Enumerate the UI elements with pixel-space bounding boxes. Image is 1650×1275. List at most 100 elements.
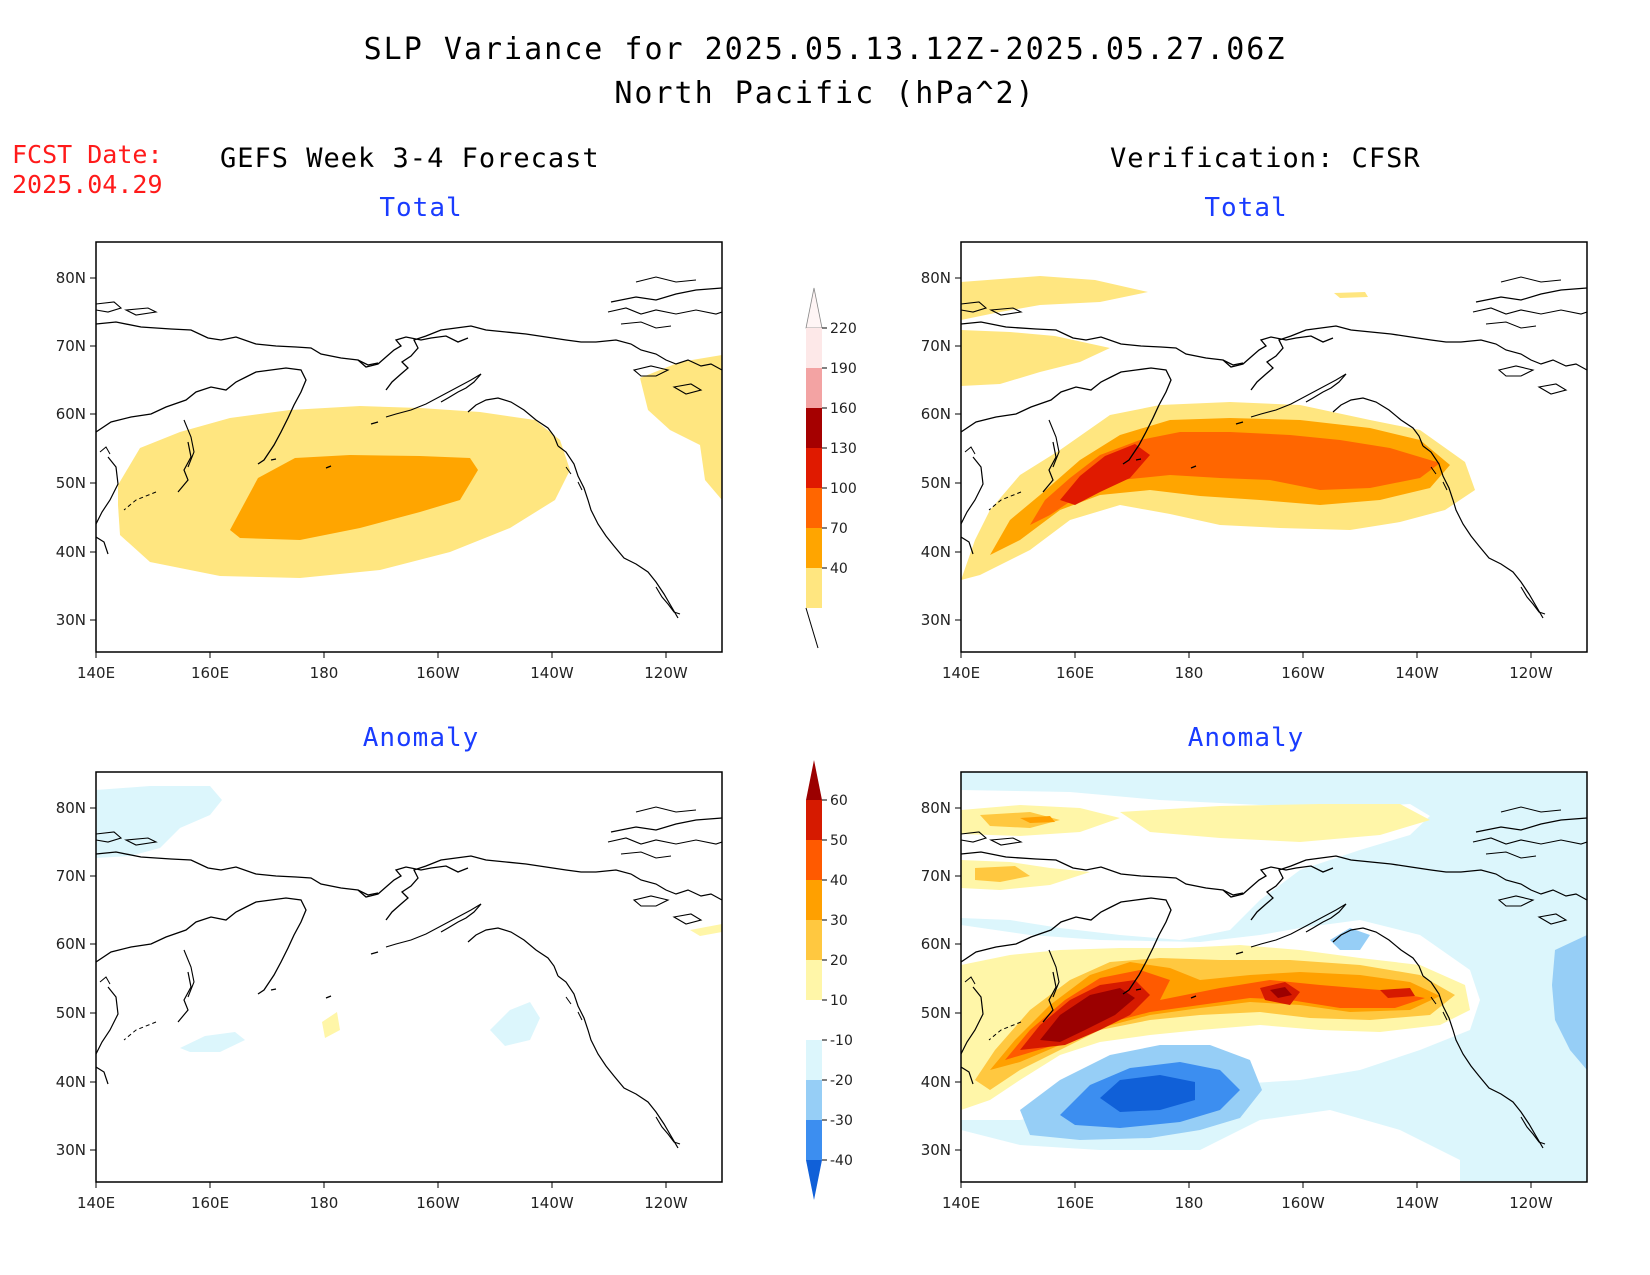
- colorbar-anomaly-swatch: [806, 920, 822, 960]
- verification-total-frame: [960, 241, 1588, 653]
- verification-anomaly-frame: [960, 771, 1588, 1183]
- lon-tick-label: 160E: [1056, 1194, 1094, 1212]
- colorbar-anomaly-label: -10: [830, 1033, 853, 1049]
- lat-tick-label: 60N: [921, 935, 951, 953]
- contour-40-70-arctic-2: [961, 330, 1110, 386]
- colorbar-anomaly-label: -20: [830, 1073, 853, 1089]
- lon-tick-label: 140E: [77, 664, 115, 682]
- lat-tick-label: 50N: [921, 1004, 951, 1022]
- contour-neg10-neg20-west: [180, 1032, 245, 1052]
- colorbar-total-swatch: [806, 408, 822, 448]
- lat-tick-label: 50N: [56, 1004, 86, 1022]
- fcst-date-value: 2025.04.29: [12, 170, 163, 199]
- lat-tick-label: 50N: [56, 474, 86, 492]
- lon-tick-label: 140E: [77, 1194, 115, 1212]
- contour-40-70-arctic: [961, 276, 1148, 320]
- lat-tick-label: 40N: [921, 1073, 951, 1091]
- forecast-column-title: GEFS Week 3-4 Forecast: [220, 143, 600, 174]
- contour-10-20-canada: [690, 924, 722, 936]
- colorbar-anomaly-bottom-cap: [806, 1160, 822, 1200]
- forecast-anomaly-map: [96, 786, 722, 1149]
- contour-neg40-core: [1100, 1075, 1195, 1112]
- contour-neg10-neg20-arctic: [96, 786, 222, 858]
- forecast-total-map: [96, 276, 722, 619]
- title-line-2: North Pacific (hPa^2): [614, 76, 1036, 111]
- colorbar-total-swatch: [806, 448, 822, 488]
- colorbar-total-label: 160: [830, 401, 857, 417]
- colorbar-total-label: 130: [830, 441, 857, 457]
- forecast-anomaly-frame: [95, 771, 723, 1183]
- lon-tick-label: 140W: [530, 664, 574, 682]
- colorbar-total-top-cap: [805, 287, 823, 329]
- colorbar-anomaly-swatch: [806, 1120, 822, 1160]
- colorbar-anomaly-swatch: [806, 960, 822, 1000]
- lon-tick-label: 180: [1175, 664, 1204, 682]
- contour-40-70-canada: [640, 355, 722, 500]
- lat-tick-label: 40N: [56, 1073, 86, 1091]
- verification-total-map: [961, 276, 1587, 619]
- contour-40-70-small: [1334, 292, 1368, 298]
- colorbar-anomaly-label: 30: [830, 913, 848, 929]
- lon-tick-label: 120W: [644, 1194, 688, 1212]
- lon-tick-label: 180: [1175, 1194, 1204, 1212]
- colorbar-anomaly-swatch: [806, 840, 822, 880]
- lon-tick-label: 160W: [416, 1194, 460, 1212]
- lon-tick-label: 160E: [191, 1194, 229, 1212]
- lon-tick-label: 120W: [1509, 664, 1553, 682]
- contour-20-30-arctic-2: [975, 866, 1030, 882]
- title-line-1: SLP Variance for 2025.05.13.12Z-2025.05.…: [363, 32, 1287, 67]
- colorbar-anomaly-swatch: [806, 1000, 822, 1040]
- lat-tick-label: 70N: [921, 337, 951, 355]
- forecast-total-title: Total: [379, 193, 463, 223]
- colorbar-total-swatch: [806, 528, 822, 568]
- contour-10-20-arctic-east: [1120, 804, 1430, 842]
- lat-tick-label: 70N: [56, 867, 86, 885]
- lon-tick-label: 160W: [416, 664, 460, 682]
- lon-tick-label: 160W: [1281, 1194, 1325, 1212]
- colorbar-total-swatch: [806, 488, 822, 528]
- lat-tick-label: 60N: [56, 405, 86, 423]
- verification-column-title: Verification: CFSR: [1110, 143, 1421, 174]
- lon-tick-label: 140W: [530, 1194, 574, 1212]
- lon-tick-label: 140E: [942, 664, 980, 682]
- lat-tick-label: 80N: [56, 269, 86, 287]
- colorbar-total-label: 70: [830, 521, 848, 537]
- lon-tick-label: 180: [310, 664, 339, 682]
- lat-tick-label: 80N: [56, 799, 86, 817]
- colorbar-anomaly-label: 40: [830, 873, 848, 889]
- colorbar-anomaly-swatch: [806, 1040, 822, 1080]
- colorbar-anomaly-label: -40: [830, 1153, 853, 1169]
- forecast-anomaly-title: Anomaly: [362, 723, 480, 753]
- lat-tick-label: 60N: [921, 405, 951, 423]
- colorbar-total: 220 190 160 130 100 70 40: [805, 287, 857, 649]
- lat-tick-label: 30N: [921, 611, 951, 629]
- colorbar-anomaly-top-cap: [806, 760, 822, 800]
- contour-60-plus-core: [1040, 988, 1135, 1042]
- colorbar-anomaly-label: 60: [830, 793, 848, 809]
- colorbar-anomaly-label: 10: [830, 993, 848, 1009]
- lat-tick-label: 60N: [56, 935, 86, 953]
- lon-tick-label: 160E: [1056, 664, 1094, 682]
- lon-tick-label: 140W: [1395, 664, 1439, 682]
- lon-tick-label: 160W: [1281, 664, 1325, 682]
- anomaly-near-zero-south: [961, 1110, 1460, 1182]
- colorbar-anomaly-label: -30: [830, 1113, 853, 1129]
- colorbar-anomaly-swatch: [806, 800, 822, 840]
- colorbar-total-label: 40: [830, 561, 848, 577]
- lon-tick-label: 180: [310, 1194, 339, 1212]
- lat-tick-label: 40N: [56, 543, 86, 561]
- lat-tick-label: 30N: [56, 1141, 86, 1159]
- contour-neg20-canada: [1552, 935, 1587, 1070]
- colorbar-total-label: 220: [830, 321, 857, 337]
- lat-tick-label: 80N: [921, 269, 951, 287]
- colorbar-total-swatch: [806, 328, 822, 368]
- contour-70-100: [230, 455, 478, 540]
- contour-60-plus-east: [1270, 987, 1292, 998]
- fcst-date-label: FCST Date:: [12, 140, 163, 169]
- colorbar-anomaly-label: 20: [830, 953, 848, 969]
- lat-tick-label: 50N: [921, 474, 951, 492]
- lat-tick-label: 70N: [921, 867, 951, 885]
- colorbar-anomaly-swatch: [806, 1080, 822, 1120]
- verification-anomaly-map: [961, 772, 1587, 1182]
- lon-tick-label: 120W: [644, 664, 688, 682]
